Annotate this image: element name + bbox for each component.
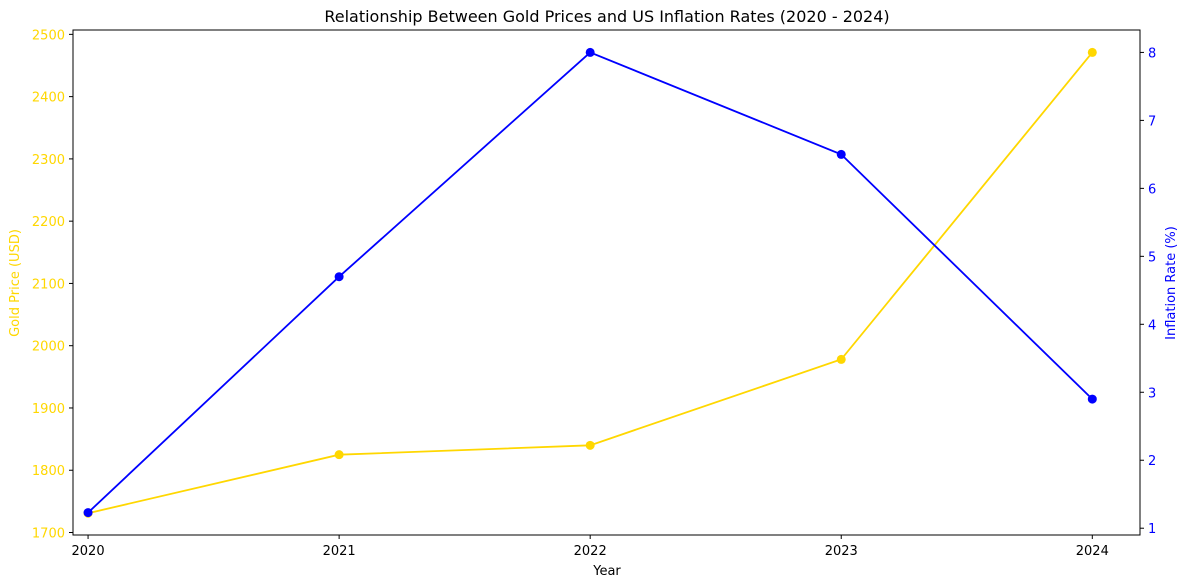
inflation-rate-point bbox=[334, 272, 344, 282]
gold-price-point bbox=[1087, 47, 1097, 57]
series-layer bbox=[83, 47, 1097, 518]
y-right-tick-label: 8 bbox=[1148, 46, 1156, 61]
chart-title: Relationship Between Gold Prices and US … bbox=[324, 7, 889, 26]
inflation-rate-point bbox=[1087, 394, 1097, 404]
y-right-tick-label: 4 bbox=[1148, 318, 1156, 333]
y-left-tick-label: 1700 bbox=[32, 527, 65, 542]
y-left-tick-label: 1800 bbox=[32, 464, 65, 479]
x-tick-label: 2020 bbox=[72, 544, 105, 559]
x-axis-label: Year bbox=[592, 564, 621, 579]
gold-price-point bbox=[836, 354, 846, 364]
y-left-tick-label: 2100 bbox=[32, 277, 65, 292]
y-right-tick-label: 7 bbox=[1148, 114, 1156, 129]
y-left-tick-label: 2200 bbox=[32, 215, 65, 230]
x-tick-label: 2024 bbox=[1076, 544, 1109, 559]
y-right-tick-label: 6 bbox=[1148, 182, 1156, 197]
y-left-tick-label: 2300 bbox=[32, 153, 65, 168]
inflation-rate-point bbox=[836, 149, 846, 159]
inflation-rate-point bbox=[585, 47, 595, 57]
y-right-tick-label: 3 bbox=[1148, 386, 1156, 401]
y-left-tick-label: 2400 bbox=[32, 91, 65, 106]
x-tick-label: 2023 bbox=[825, 544, 858, 559]
y-axis-left: 1700 1800 1900 2000 2100 2200 2300 2400 2500 bbox=[32, 28, 73, 542]
y-axis-left-label: Gold Price (USD) bbox=[8, 229, 23, 337]
gold-price-point bbox=[585, 440, 595, 450]
y-axis-right: 1 2 3 4 5 6 7 8 bbox=[1140, 46, 1156, 537]
y-left-tick-label: 2000 bbox=[32, 340, 65, 355]
x-axis: 2020 2021 2022 2023 2024 bbox=[72, 535, 1109, 559]
x-tick-label: 2022 bbox=[574, 544, 607, 559]
y-left-tick-label: 2500 bbox=[32, 28, 65, 43]
plot-frame bbox=[72, 29, 1141, 536]
y-right-tick-label: 5 bbox=[1148, 250, 1156, 265]
inflation-rate-point bbox=[83, 508, 93, 518]
y-right-tick-label: 1 bbox=[1148, 522, 1156, 537]
gold-price-point bbox=[334, 450, 344, 460]
x-tick-label: 2021 bbox=[323, 544, 356, 559]
y-left-tick-label: 1900 bbox=[32, 402, 65, 417]
y-axis-right-label: Inflation Rate (%) bbox=[1164, 226, 1179, 340]
y-right-tick-label: 2 bbox=[1148, 454, 1156, 469]
